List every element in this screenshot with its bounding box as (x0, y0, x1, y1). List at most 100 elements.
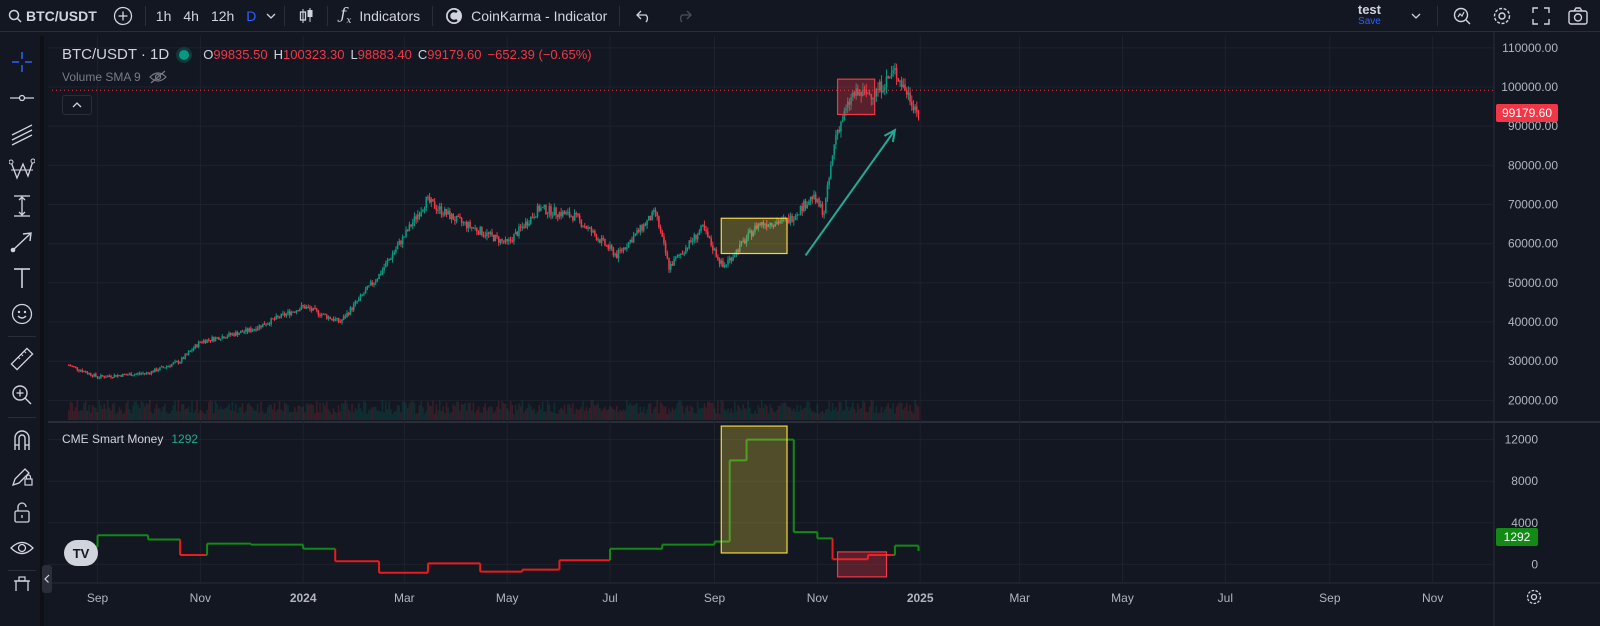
candle-body (248, 328, 251, 332)
candle-body (315, 308, 318, 311)
interval-12h[interactable]: 12h (210, 7, 235, 24)
unlock-tool[interactable] (0, 494, 44, 530)
candle-body (774, 224, 777, 227)
candle-body (523, 226, 525, 228)
red-highlight-box (836, 551, 888, 578)
volume-bar (781, 403, 783, 420)
candle-body (804, 200, 807, 209)
candle-body (634, 233, 637, 236)
volume-bar (818, 413, 820, 420)
volume-bar (772, 410, 775, 420)
compare-button[interactable] (105, 0, 141, 32)
volume-bar (356, 409, 358, 420)
trend-line-tool[interactable] (0, 116, 44, 152)
ruler-tool[interactable] (0, 341, 44, 377)
candle-body (462, 222, 465, 224)
remove-drawings-tool[interactable] (0, 575, 44, 591)
axis-settings-button[interactable] (1522, 585, 1546, 609)
candle-body (170, 364, 173, 367)
layout-name-button[interactable]: test Save (1348, 3, 1391, 28)
volume-bar (438, 400, 441, 420)
tradingview-logo[interactable]: TV (64, 540, 98, 566)
candle-body (283, 313, 286, 316)
text-tool[interactable] (0, 260, 44, 296)
pattern-tool[interactable] (0, 152, 44, 188)
layout-dropdown[interactable] (1391, 0, 1433, 32)
eye-hidden-icon[interactable] (148, 70, 167, 84)
price-tick-label: 60000.00 (1508, 237, 1558, 251)
volume-bar (425, 411, 428, 420)
zoom-tool[interactable] (0, 377, 44, 413)
snapshot-button[interactable] (1560, 0, 1600, 32)
volume-bar (636, 402, 638, 420)
arrow-tool[interactable] (0, 224, 44, 260)
candle-body (472, 227, 475, 229)
volume-bar (162, 406, 165, 420)
candle-body (344, 316, 347, 318)
candle-body (642, 224, 645, 231)
candle-body (132, 375, 134, 377)
chart-title[interactable]: BTC/USDT · 1D (62, 46, 170, 63)
candle-body (470, 227, 473, 229)
volume-bar (553, 402, 556, 420)
redo-button[interactable] (664, 0, 704, 32)
interval-dropdown[interactable] (262, 0, 280, 32)
volume-bar (140, 401, 143, 420)
undo-button[interactable] (624, 0, 664, 32)
candle-body (241, 331, 244, 333)
volume-bar (454, 406, 456, 420)
time-tick-label: Sep (704, 591, 726, 605)
volume-bar (718, 413, 721, 420)
horizontal-line-tool[interactable] (0, 80, 44, 116)
volume-bar (583, 410, 586, 420)
volume-bar (175, 411, 178, 420)
candle-body (700, 225, 702, 232)
volume-bar (174, 400, 176, 420)
candle-body (818, 198, 820, 207)
candle-body (189, 350, 192, 352)
candle-body (351, 307, 353, 310)
volume-bar (722, 401, 724, 420)
volume-bar (622, 409, 625, 420)
time-tick-label: Nov (1422, 591, 1443, 605)
candle-body (666, 253, 669, 259)
candle-body (322, 313, 325, 315)
volume-bar (337, 405, 340, 420)
sidebar-collapse-handle[interactable] (42, 565, 52, 593)
hide-drawings-tool[interactable] (0, 530, 44, 566)
volume-bar (717, 400, 719, 420)
volume-legend[interactable]: Volume SMA 9 (62, 70, 167, 84)
indicator-legend[interactable]: CME Smart Money 1292 (62, 432, 198, 446)
lock-drawings-tool[interactable] (0, 458, 44, 494)
volume-bar (160, 411, 163, 420)
interval-1d[interactable]: D (246, 7, 257, 24)
collapse-legend-button[interactable] (62, 95, 92, 115)
volume-bar (400, 412, 402, 420)
candle-body (250, 328, 252, 332)
quick-search-button[interactable] (1442, 0, 1482, 32)
candle-body (526, 221, 529, 226)
script-button[interactable]: CoinKarma - Indicator (437, 0, 615, 32)
measure-tool[interactable] (0, 188, 44, 224)
candle-body (737, 249, 739, 253)
volume-bar (415, 413, 417, 420)
emoji-tool[interactable] (0, 296, 44, 332)
interval-4h[interactable]: 4h (183, 7, 199, 24)
volume-bar (676, 403, 679, 420)
volume-bar (465, 410, 468, 420)
fullscreen-button[interactable] (1522, 0, 1560, 32)
crosshair-tool[interactable] (0, 44, 44, 80)
volume-bar (76, 400, 79, 420)
volume-bar (899, 402, 901, 420)
volume-bar (528, 403, 530, 420)
indicators-button[interactable]: ƒx Indicators (332, 0, 428, 32)
chart-type-button[interactable] (289, 0, 323, 32)
symbol-search-button[interactable]: BTC/USDT (0, 0, 105, 32)
candle-body (204, 340, 207, 343)
interval-1h[interactable]: 1h (155, 7, 172, 24)
crosshair-icon (12, 52, 32, 72)
magnet-tool[interactable] (0, 422, 44, 458)
settings-button[interactable] (1482, 0, 1522, 32)
volume-bar (626, 400, 628, 420)
